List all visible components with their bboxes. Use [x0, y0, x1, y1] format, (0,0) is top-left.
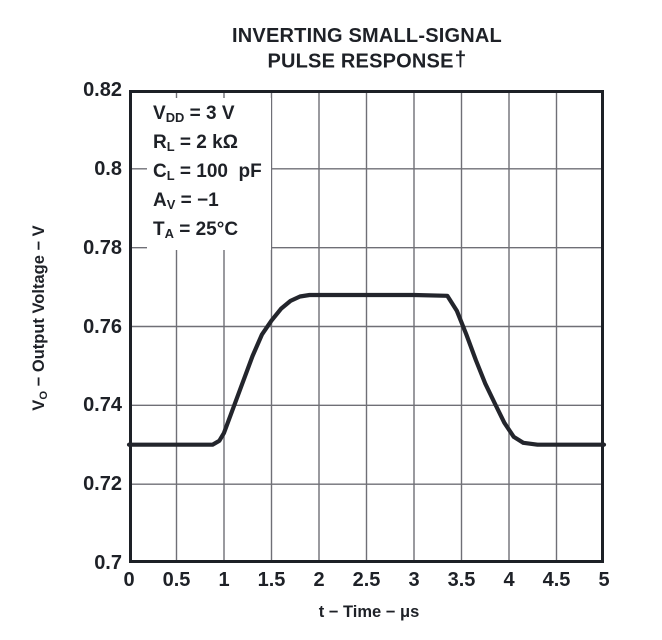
- dagger-footnote-mark: †: [454, 48, 467, 71]
- condition-value: = 25°C: [173, 219, 239, 241]
- condition-line: AV = −1: [153, 188, 262, 217]
- condition-line: TA = 25°C: [153, 217, 262, 246]
- condition-symbol: R: [153, 132, 167, 154]
- x-tick-label: 0: [123, 569, 135, 591]
- plot-area: VDD = 3 V RL = 2 kΩ CL = 100 pF AV = −1 TA =…: [126, 90, 607, 563]
- x-tick-label: 3.5: [447, 569, 476, 591]
- x-tick-label: 3: [408, 569, 420, 591]
- condition-value: = −1: [175, 190, 219, 212]
- grid-lines: [129, 90, 604, 563]
- condition-line: RL = 2 kΩ: [153, 130, 262, 159]
- x-tick-label: 2: [313, 569, 325, 591]
- condition-line: CL = 100 pF: [153, 159, 262, 188]
- condition-subscript: V: [166, 197, 176, 213]
- condition-value: = 2 kΩ: [174, 132, 238, 154]
- chart-title: INVERTING SMALL-SIGNAL PULSE RESPONSE†: [232, 25, 502, 74]
- condition-symbol: V: [153, 103, 166, 124]
- y-tick-label: 0.74: [83, 394, 122, 417]
- x-tick-label: 4: [503, 569, 515, 591]
- x-tick-label: 0.5: [162, 569, 191, 591]
- x-axis-title: t − Time − μs: [318, 603, 420, 621]
- x-tick-label: 2.5: [352, 569, 381, 591]
- condition-symbol: T: [153, 219, 165, 241]
- condition-value: = 3 V: [184, 103, 235, 124]
- y-axis-symbol-subscript: O: [37, 390, 50, 400]
- chart-title-line2: PULSE RESPONSE†: [232, 48, 502, 74]
- chart-title-line2-text: PULSE RESPONSE: [267, 50, 454, 73]
- chart-title-line1: INVERTING SMALL-SIGNAL: [232, 25, 502, 47]
- y-tick-label: 0.7: [94, 552, 122, 574]
- plot-svg: [126, 90, 607, 563]
- y-tick-label: 0.82: [83, 79, 122, 101]
- plot-frame: [129, 90, 604, 563]
- y-axis-title-text: − Output Voltage − V: [30, 225, 49, 391]
- x-tick-label: 1.5: [257, 569, 286, 591]
- condition-subscript: L: [166, 139, 175, 155]
- condition-value: = 100 pF: [174, 161, 262, 183]
- test-conditions: VDD = 3 V RL = 2 kΩ CL = 100 pF AV = −1 TA =…: [147, 98, 271, 251]
- x-tick-label: 1: [218, 569, 230, 591]
- y-tick-label: 0.76: [83, 315, 122, 338]
- x-tick-label: 5: [598, 569, 610, 591]
- condition-line: VDD = 3 V: [153, 101, 262, 130]
- condition-symbol: C: [153, 161, 167, 183]
- condition-subscript: DD: [165, 110, 185, 126]
- y-tick-label: 0.72: [83, 473, 122, 496]
- condition-subscript: L: [166, 168, 175, 184]
- y-tick-label: 0.78: [83, 236, 122, 259]
- x-tick-label: 4.5: [542, 569, 571, 591]
- condition-subscript: A: [164, 226, 174, 242]
- y-axis-symbol: V: [30, 399, 49, 411]
- condition-symbol: A: [153, 190, 167, 212]
- y-axis-title: VO − Output Voltage − V: [30, 225, 50, 410]
- response-curve: [126, 292, 607, 447]
- y-tick-label: 0.8: [94, 157, 122, 180]
